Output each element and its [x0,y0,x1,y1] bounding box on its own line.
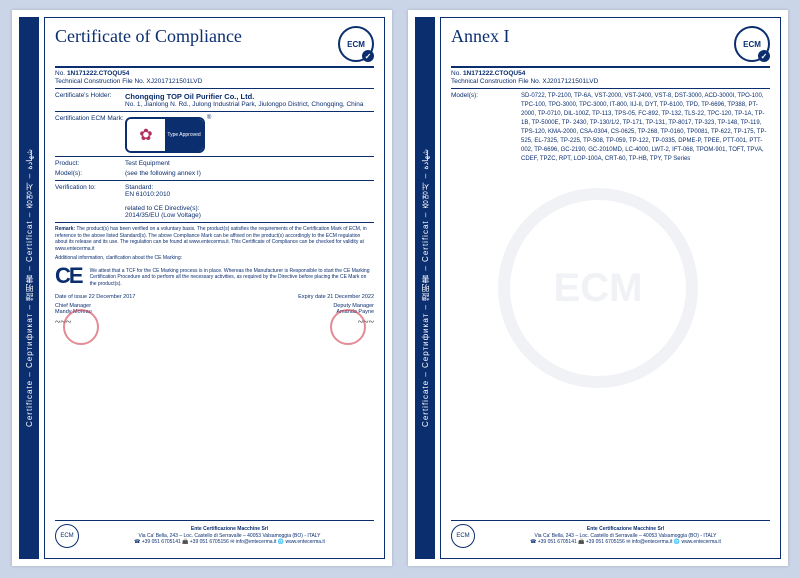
inner-content: Certificate of Compliance ECM No. 1N1712… [44,17,385,559]
side-strip: Certificate – Сертификат – 證明書 – Certifi… [19,17,39,559]
expiry-date: Expiry date 21 December 2022 [298,294,374,300]
mark-label: Certification ECM Mark: [55,115,125,153]
footer: ECM Ente Certificazione Macchine Srl Via… [55,520,374,548]
models-value: (see the following annex I) [125,170,374,177]
mark-value: ✿ Type Approved ® [125,115,374,153]
tech-file: Technical Construction File No. XJ201712… [55,78,374,85]
page-title: Certificate of Compliance [55,26,242,47]
footer-address: Via Ca' Bella, 243 – Loc. Castello di Se… [534,533,716,539]
models-label: Model(s): [55,170,125,177]
product-value: Test Equipment [125,160,374,167]
ce-mark-icon: CE [55,265,82,287]
side-strip-text: Certificate – Сертификат – 證明書 – Certifi… [24,149,35,427]
remark-block: Remark: The product(s) has been verified… [55,226,374,252]
verif-label: Verification to: [55,184,125,219]
footer-badge-icon: ECM [451,524,475,548]
stamp-icon [63,309,99,345]
footer-contact: ☎ +39 051 6705141 📠 +39 051 6705156 ✉ in… [134,539,325,545]
stamp-icon [330,309,366,345]
holder-value: Chongqing TOP Oil Purifier Co., Ltd. No.… [125,92,374,108]
footer-company: Ente Certificazione Macchine Srl [191,526,268,532]
side-strip: Certificate – Сертификат – 證明書 – Certifi… [415,17,435,559]
ecm-badge-icon: ECM [734,26,770,62]
cert-number: No. 1N171222.CTOQU54 [55,70,374,77]
footer-address: Via Ca' Bella, 243 – Loc. Castello di Se… [138,533,320,539]
verif-value: Standard: EN 61010:2010 related to CE Di… [125,184,374,219]
issue-date: Date of issue 22 December 2017 [55,294,135,300]
ecm-badge-icon: ECM [338,26,374,62]
cert-number: No. 1N171222.CTOQU54 [451,70,770,77]
side-strip-text: Certificate – Сертификат – 證明書 – Certifi… [420,149,431,427]
footer-company: Ente Certificazione Macchine Srl [587,526,664,532]
footer: ECM Ente Certificazione Macchine Srl Via… [451,520,770,548]
chief-signature: Chief Manager Mandy Moreau ~~~ [55,303,199,328]
page-title: Annex I [451,26,509,47]
ecm-flower-icon: ✿ [127,119,165,151]
registered-icon: ® [207,115,211,121]
deputy-signature: Deputy Manager Amanda Payne ~~~ [230,303,374,328]
inner-content: Annex I ECM No. 1N171222.CTOQU54 Technic… [440,17,781,559]
certificate-page-right: Certificate – Сертификат – 證明書 – Certifi… [408,10,788,566]
footer-contact: ☎ +39 051 6705141 📠 +39 051 6705156 ✉ in… [530,539,721,545]
models-label: Model(s): [451,92,521,164]
holder-label: Certificate's Holder: [55,92,125,108]
add-info: Additional information, clarification ab… [55,255,374,262]
product-label: Product: [55,160,125,167]
footer-badge-icon: ECM [55,524,79,548]
ce-text: We attest that a TCF for the CE Marking … [90,268,374,288]
models-list: SD-0722, TP-2100, TP-6A, VST-2000, VST-2… [521,92,770,164]
certificate-page-left: Certificate – Сертификат – 證明書 – Certifi… [12,10,392,566]
tech-file: Technical Construction File No. XJ201712… [451,78,770,85]
type-approved: Type Approved [165,119,203,151]
